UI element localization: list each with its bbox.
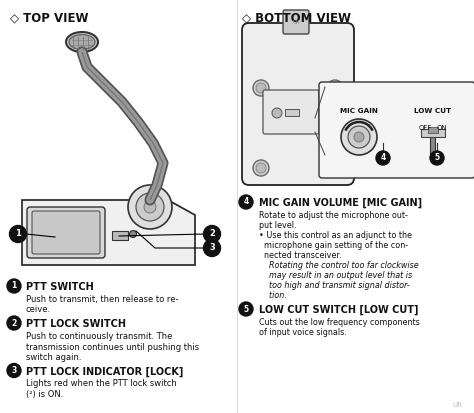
Circle shape [272,108,282,118]
Text: Rotating the control too far clockwise: Rotating the control too far clockwise [259,261,419,270]
Text: too high and transmit signal distor-: too high and transmit signal distor- [259,281,410,290]
Circle shape [136,193,164,221]
FancyBboxPatch shape [27,207,105,258]
Text: MIC GAIN: MIC GAIN [340,108,378,114]
Bar [430,135,435,157]
Text: OFF: OFF [419,125,432,131]
Circle shape [239,302,253,316]
Circle shape [354,132,364,142]
Circle shape [330,83,340,93]
Circle shape [330,163,340,173]
Circle shape [144,201,156,213]
Ellipse shape [66,32,98,52]
Text: ◇ TOP VIEW: ◇ TOP VIEW [10,12,89,25]
Text: transmission continues until pushing this: transmission continues until pushing thi… [26,342,199,351]
Polygon shape [22,200,195,265]
Text: PTT LOCK SWITCH: PTT LOCK SWITCH [26,319,126,329]
Text: UR: UR [452,402,462,408]
Text: 5: 5 [435,154,439,162]
Text: 2: 2 [209,230,215,238]
FancyBboxPatch shape [242,23,354,185]
Circle shape [129,230,137,237]
Circle shape [203,240,220,256]
Circle shape [327,160,343,176]
Text: Push to continuously transmit. The: Push to continuously transmit. The [26,332,173,341]
Circle shape [203,225,220,242]
Circle shape [253,80,269,96]
Text: 2: 2 [11,318,17,328]
Text: nected transceiver.: nected transceiver. [259,251,341,260]
Circle shape [376,151,390,165]
Text: of input voice signals.: of input voice signals. [259,328,347,337]
Text: 3: 3 [209,244,215,252]
Circle shape [7,316,21,330]
Text: PTT LOCK INDICATOR [LOCK]: PTT LOCK INDICATOR [LOCK] [26,366,183,377]
Bar [421,129,445,137]
Text: Lights red when the PTT lock switch: Lights red when the PTT lock switch [26,380,177,389]
Text: 4: 4 [380,154,386,162]
Circle shape [256,83,266,93]
Text: MIC GAIN VOLUME [MIC GAIN]: MIC GAIN VOLUME [MIC GAIN] [259,198,422,208]
Text: 1: 1 [11,282,17,290]
FancyBboxPatch shape [283,10,309,34]
Ellipse shape [69,35,95,50]
Text: put level.: put level. [259,221,297,230]
Text: 5: 5 [244,304,248,313]
Text: tion.: tion. [259,291,287,300]
Circle shape [430,151,444,165]
Circle shape [253,160,269,176]
Text: ceive.: ceive. [26,306,51,315]
Text: UR: UR [292,20,300,25]
Circle shape [7,363,21,377]
Text: switch again.: switch again. [26,353,82,362]
FancyBboxPatch shape [263,90,319,134]
Text: Rotate to adjust the microphone out-: Rotate to adjust the microphone out- [259,211,408,220]
Circle shape [348,126,370,148]
Text: may result in an output level that is: may result in an output level that is [259,271,412,280]
Circle shape [128,185,172,229]
FancyBboxPatch shape [319,82,474,178]
Text: LOW CUT SWITCH [LOW CUT]: LOW CUT SWITCH [LOW CUT] [259,305,419,315]
Circle shape [7,279,21,293]
Text: (²) is ON.: (²) is ON. [26,390,64,399]
Circle shape [341,119,377,155]
Text: Push to transmit, then release to re-: Push to transmit, then release to re- [26,295,179,304]
Text: PTT SWITCH: PTT SWITCH [26,282,94,292]
Text: 3: 3 [11,366,17,375]
Text: Cuts out the low frequency components: Cuts out the low frequency components [259,318,420,327]
Bar [428,127,438,133]
Circle shape [256,163,266,173]
Circle shape [239,195,253,209]
Text: LOW CUT: LOW CUT [414,108,452,114]
Text: ◇ BOTTOM VIEW: ◇ BOTTOM VIEW [242,12,351,25]
FancyBboxPatch shape [32,211,100,254]
Text: microphone gain setting of the con-: microphone gain setting of the con- [259,241,408,250]
Text: • Use this control as an adjunct to the: • Use this control as an adjunct to the [259,231,412,240]
Bar [112,231,128,240]
Circle shape [327,80,343,96]
Circle shape [9,225,27,242]
Text: 1: 1 [15,230,21,238]
Text: ON: ON [437,125,447,131]
Bar [285,109,299,116]
Text: 4: 4 [243,197,249,206]
